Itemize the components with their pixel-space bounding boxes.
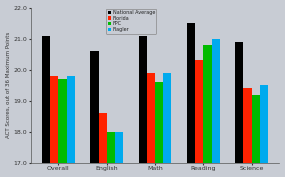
Bar bbox=[211, 39, 220, 163]
Bar bbox=[139, 36, 147, 163]
Bar bbox=[252, 95, 260, 163]
Bar bbox=[42, 36, 50, 163]
Bar bbox=[235, 42, 243, 163]
Legend: National Average, Florida, FPC, Flagler: National Average, Florida, FPC, Flagler bbox=[106, 8, 156, 34]
Bar bbox=[99, 113, 107, 163]
Bar bbox=[147, 73, 155, 163]
Bar bbox=[67, 76, 75, 163]
Bar bbox=[155, 82, 163, 163]
Bar bbox=[163, 73, 172, 163]
Bar bbox=[195, 60, 203, 163]
Bar bbox=[243, 88, 252, 163]
Bar bbox=[260, 85, 268, 163]
Bar bbox=[50, 76, 58, 163]
Bar bbox=[203, 45, 211, 163]
Y-axis label: ACT Scores, out of 36 Maximum Points: ACT Scores, out of 36 Maximum Points bbox=[5, 32, 11, 138]
Bar bbox=[115, 132, 123, 163]
Bar bbox=[107, 132, 115, 163]
Bar bbox=[90, 51, 99, 163]
Bar bbox=[58, 79, 67, 163]
Bar bbox=[187, 23, 195, 163]
